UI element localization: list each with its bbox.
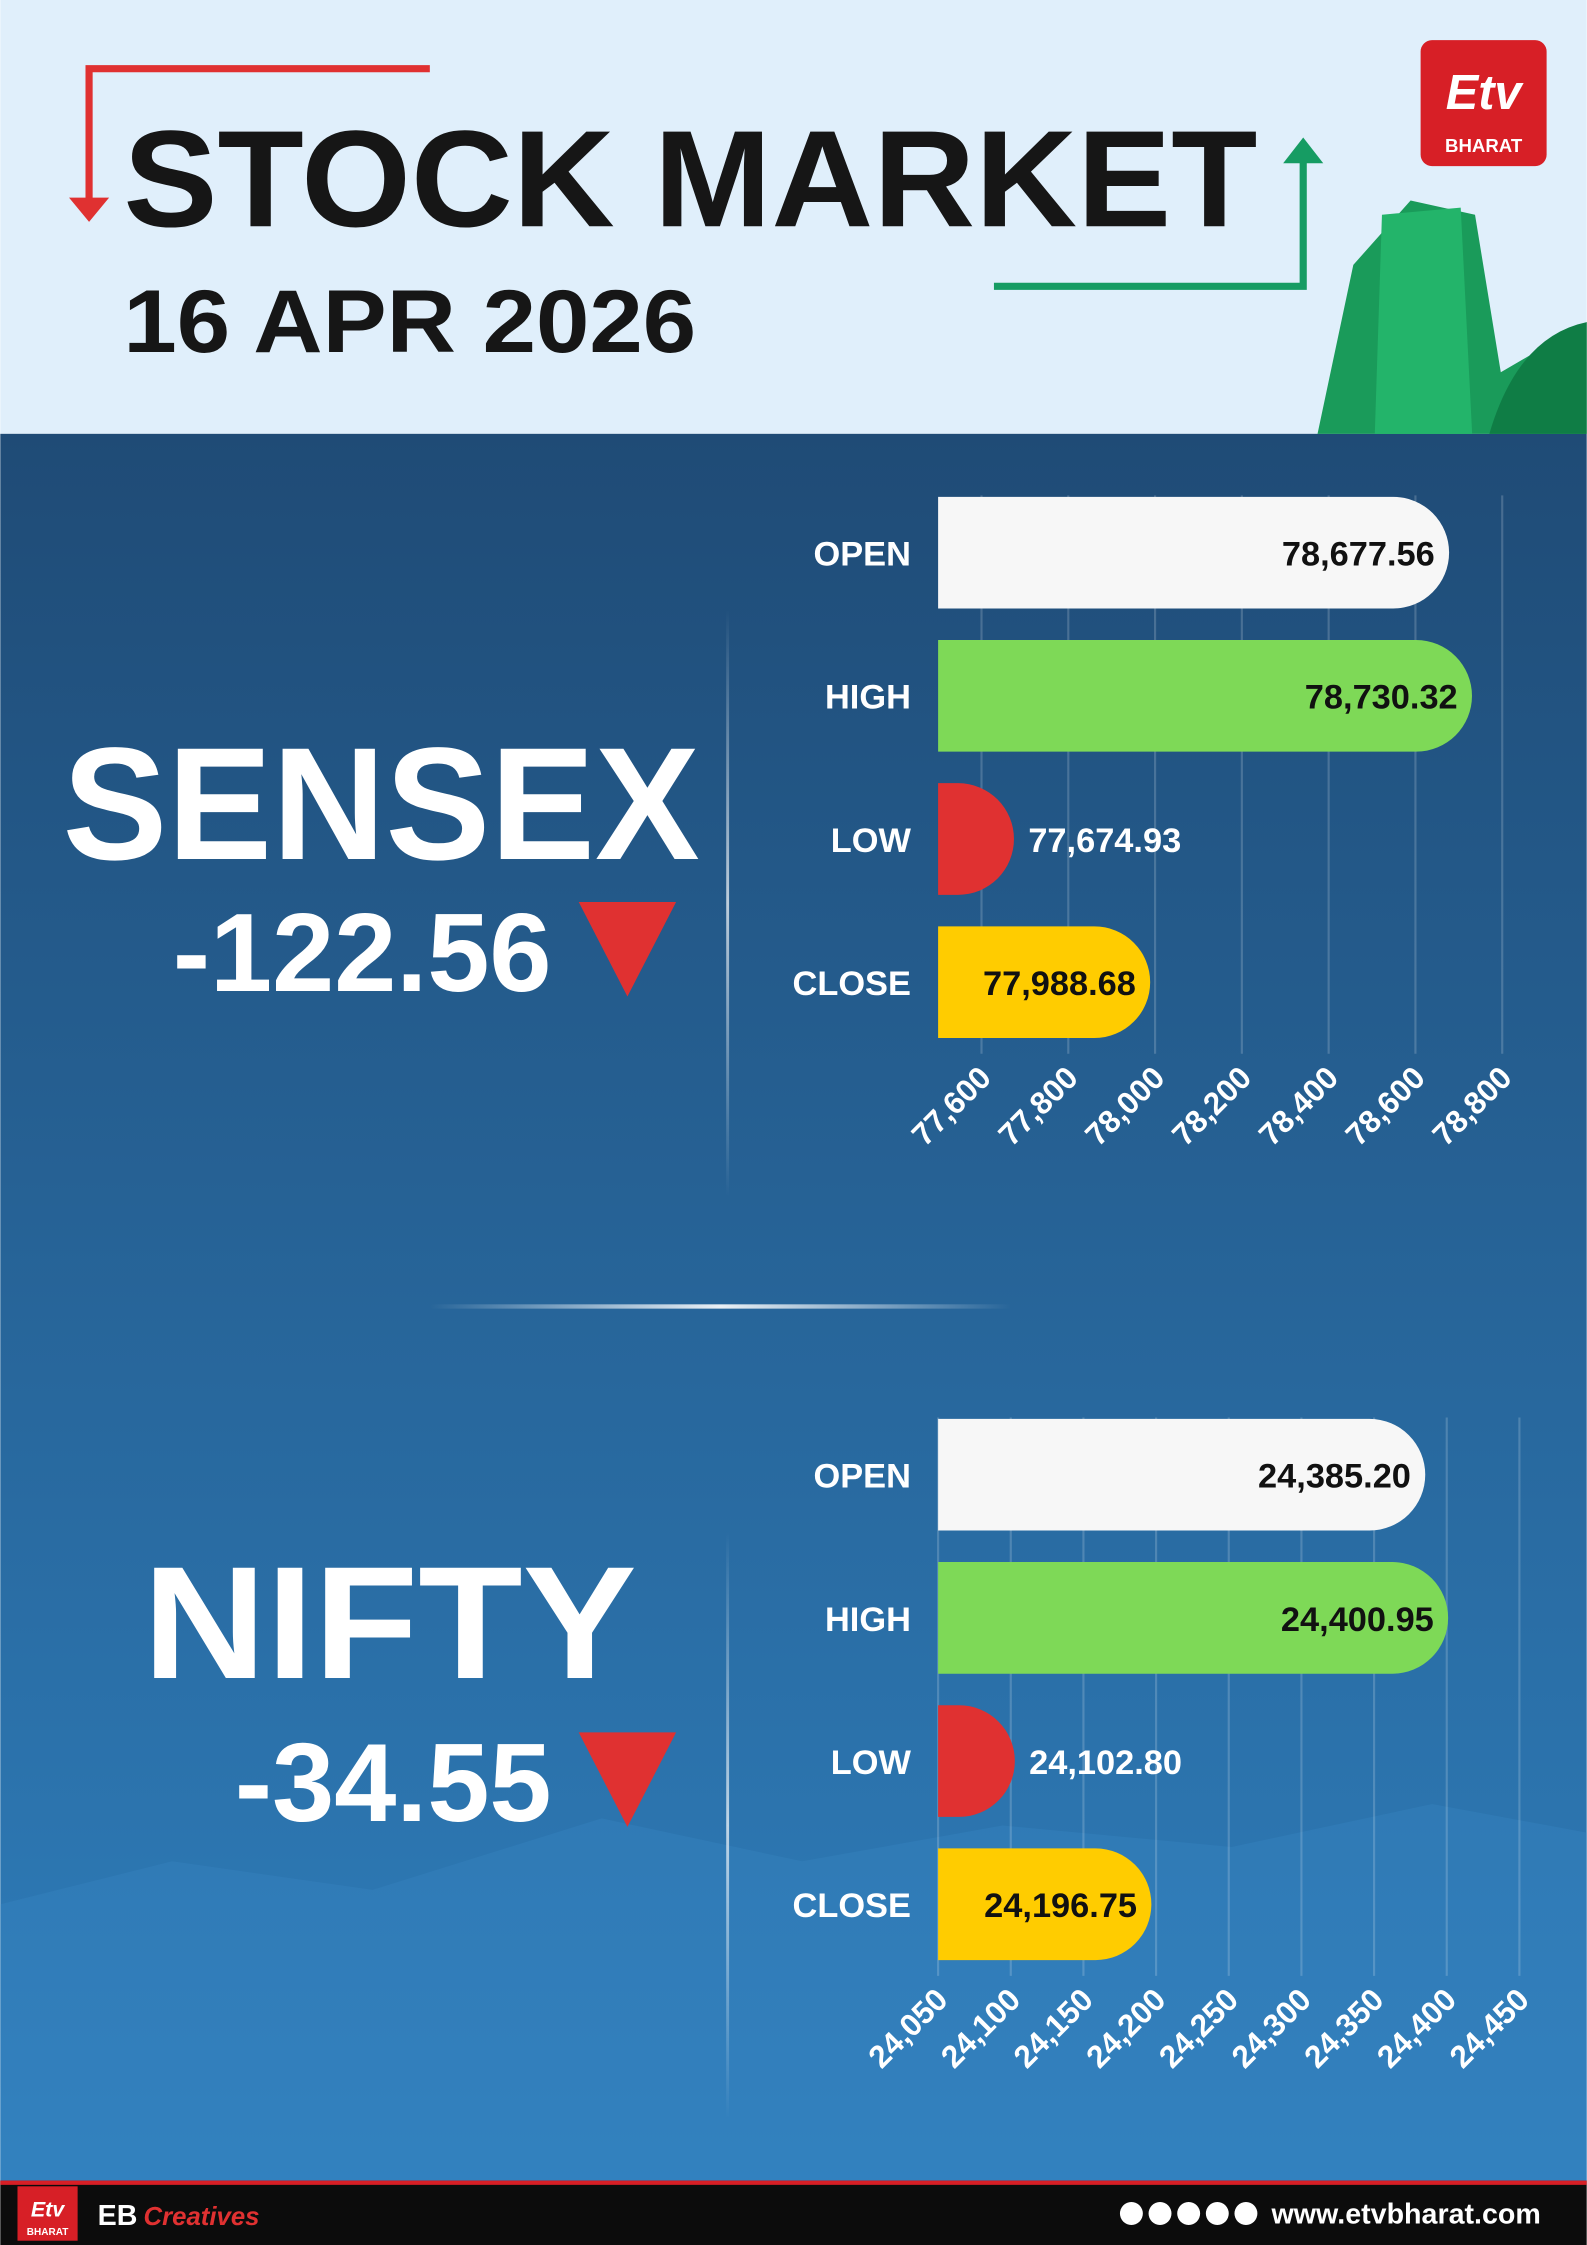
section-separator [429,1304,1012,1309]
category-label: LOW [831,1744,912,1782]
category-label: CLOSE [793,965,911,1003]
up-arrow-head [1283,137,1324,164]
down-indicator [578,902,677,997]
logo-box [1420,40,1547,167]
up-arrow [993,154,1307,290]
footer-logo-name: BHARAT [27,2227,69,2238]
value-label: 77,988.68 [983,965,1136,1003]
bar [938,783,1014,895]
value-label: 24,385.20 [1258,1458,1411,1496]
index-title: SENSEX [63,714,700,893]
value-label: 78,730.32 [1305,679,1458,717]
divider [726,609,730,1197]
down-arrow [85,65,430,208]
down-arrow-head [69,197,110,222]
footer-website: www.etvbharat.com [1271,2199,1541,2231]
bar [938,1418,1426,1531]
header-title: STOCK MARKET [123,103,1257,256]
footer-line [0,2180,1587,2185]
value-label: 24,102.80 [1029,1744,1182,1782]
category-label: HIGH [825,1601,911,1639]
value-label: 24,196.75 [984,1887,1137,1925]
category-label: LOW [831,822,912,860]
footer-tag: Creatives [143,2203,259,2231]
footer-bg [0,2180,1587,2245]
building [1317,200,1587,434]
divider [726,1531,730,2120]
bar [938,1705,1015,1817]
hills [0,1804,1587,2181]
index-change: -122.56 [173,890,552,1015]
bar [938,496,1450,609]
social-icons [1119,2202,1258,2225]
logo-mark: Etv [1446,66,1525,120]
index-title: NIFTY [143,1533,637,1712]
bar [938,1848,1152,1961]
down-indicator [578,1732,677,1827]
value-label: 77,674.93 [1028,822,1181,860]
logo-name: BHARAT [1445,135,1523,156]
bar [938,1562,1449,1674]
bar [938,926,1151,1039]
category-label: HIGH [825,679,911,717]
category-label: OPEN [814,536,911,574]
value-label: 24,400.95 [1281,1601,1434,1639]
bar [938,639,1472,752]
index-change: -34.55 [235,1720,552,1845]
footer-logo-mark: Etv [31,2197,65,2221]
value-label: 78,677.56 [1282,536,1435,574]
header-date: 16 APR 2026 [123,272,696,371]
category-label: OPEN [814,1458,911,1496]
category-label: CLOSE [793,1887,911,1925]
footer-logo-box [17,2186,78,2241]
footer-brand: EB [98,2200,138,2232]
